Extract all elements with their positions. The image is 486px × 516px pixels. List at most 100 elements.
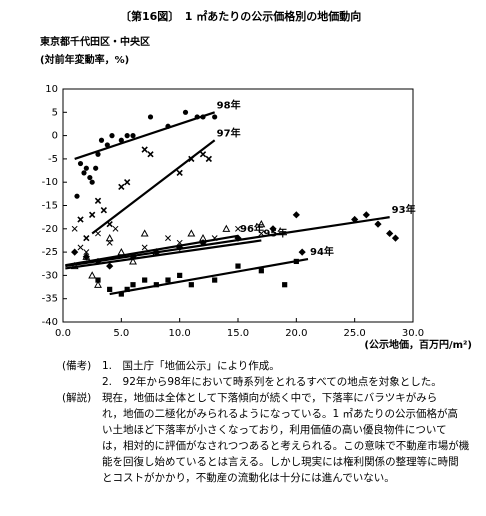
point — [100, 206, 107, 214]
point — [77, 160, 84, 167]
point — [77, 216, 84, 223]
point — [282, 282, 288, 288]
point — [212, 114, 218, 120]
point — [106, 239, 113, 246]
point — [117, 247, 126, 256]
point — [257, 219, 266, 228]
point — [77, 244, 84, 251]
point — [124, 179, 131, 186]
y-tick-label: 10 — [45, 84, 58, 95]
commentary-line: 現在，地価は全体として下落傾向が続く中で，下落率にバラツキがみら — [102, 392, 438, 404]
point — [88, 271, 97, 279]
point — [386, 229, 394, 238]
point — [124, 286, 130, 292]
x-tick-label: 5.0 — [113, 328, 129, 339]
series-label: 98年 — [217, 98, 241, 111]
point — [83, 249, 90, 256]
series-label: 94年 — [310, 245, 334, 258]
point — [87, 174, 93, 181]
point — [94, 280, 102, 288]
commentary-line: 能を回復し始めているとは言える。しかし現実には権利関係の整理等に時間 — [102, 456, 459, 468]
x-tick-label: 10.0 — [169, 328, 191, 339]
point — [95, 277, 101, 283]
trend-line — [65, 239, 262, 270]
trend-line — [109, 258, 309, 296]
point — [182, 109, 189, 115]
remark: 2. 92年から98年において時系列をとれるすべての地点を対象とした。 — [102, 376, 442, 388]
y-tick-label: -20 — [42, 224, 58, 235]
notes: (備考) 1. 国土庁「地価公示」により作成。 2. 92年から98年において時系… — [62, 358, 477, 486]
series-label: 96年 — [240, 222, 264, 235]
x-tick-label: 30.0 — [402, 328, 424, 339]
point — [187, 229, 196, 237]
point — [258, 268, 264, 274]
point — [141, 146, 148, 153]
point — [147, 151, 154, 158]
y-tick-label: -5 — [48, 154, 58, 165]
point — [141, 244, 148, 251]
plot-frame — [62, 88, 414, 323]
point — [118, 137, 124, 143]
point — [124, 133, 130, 139]
commentary-line: とコストがかかり，不動産の流動化は十分には進んでいない。 — [102, 472, 395, 484]
point — [199, 151, 207, 158]
point — [362, 211, 370, 219]
x-tick-label: 15.0 — [227, 328, 249, 339]
commentary-line: は，相対的に評価がなされつつあると考えられる。この意味で不動産市場が機 — [102, 440, 470, 452]
point — [104, 142, 110, 148]
point — [269, 225, 277, 233]
y-tick-label: -10 — [42, 177, 58, 188]
point — [165, 277, 171, 283]
point — [211, 235, 218, 242]
commentary-line: れ，地価の二極化がみられるようになっている。1 ㎡あたりの公示価格が高 — [102, 408, 458, 420]
point — [298, 248, 306, 256]
point — [112, 225, 119, 232]
point — [205, 155, 212, 163]
trend-line — [91, 139, 216, 235]
point — [165, 235, 171, 242]
x-tick-label: 0.0 — [55, 328, 71, 339]
trend-line — [74, 111, 216, 160]
point — [129, 257, 137, 265]
commentary-line: い土地ほど下落率が小さくなっており，利用価値の高い優良物件について — [102, 424, 447, 436]
point — [109, 133, 115, 139]
point — [351, 215, 359, 224]
point — [374, 220, 382, 228]
point — [130, 282, 136, 288]
point — [391, 234, 400, 242]
y-tick-label: -15 — [42, 201, 58, 212]
trend-line — [65, 216, 390, 268]
point — [89, 179, 95, 185]
point — [188, 282, 194, 288]
y-tick-label: -35 — [42, 294, 58, 305]
y-tick-label: -25 — [42, 247, 58, 258]
point — [83, 234, 90, 242]
chart-title: 〔第16図〕 1 ㎡あたりの公示価格別の地価動向 — [120, 9, 361, 23]
point — [107, 286, 113, 292]
point — [71, 225, 78, 232]
point — [222, 224, 231, 232]
point — [140, 229, 149, 237]
point — [142, 277, 148, 283]
remarks-label: (備考) — [62, 360, 92, 372]
point — [212, 277, 218, 283]
point — [82, 253, 90, 261]
y-axis-label: (対前年変動率，%) — [40, 53, 129, 66]
x-tick-label: 20.0 — [285, 328, 307, 339]
subtitle: 東京都千代田区・中央区 — [40, 35, 150, 48]
point — [98, 137, 105, 143]
point — [95, 230, 101, 237]
point — [118, 291, 124, 297]
y-tick-label: 5 — [52, 107, 58, 118]
point — [71, 248, 79, 256]
point — [235, 225, 241, 232]
point — [235, 263, 241, 269]
trend-line — [65, 234, 239, 267]
series-label: 97年 — [217, 126, 241, 139]
point — [89, 211, 96, 218]
point — [292, 211, 300, 219]
point — [118, 183, 125, 191]
x-axis-label: (公示地価，百万円/m²) — [364, 338, 472, 350]
point — [105, 233, 114, 242]
